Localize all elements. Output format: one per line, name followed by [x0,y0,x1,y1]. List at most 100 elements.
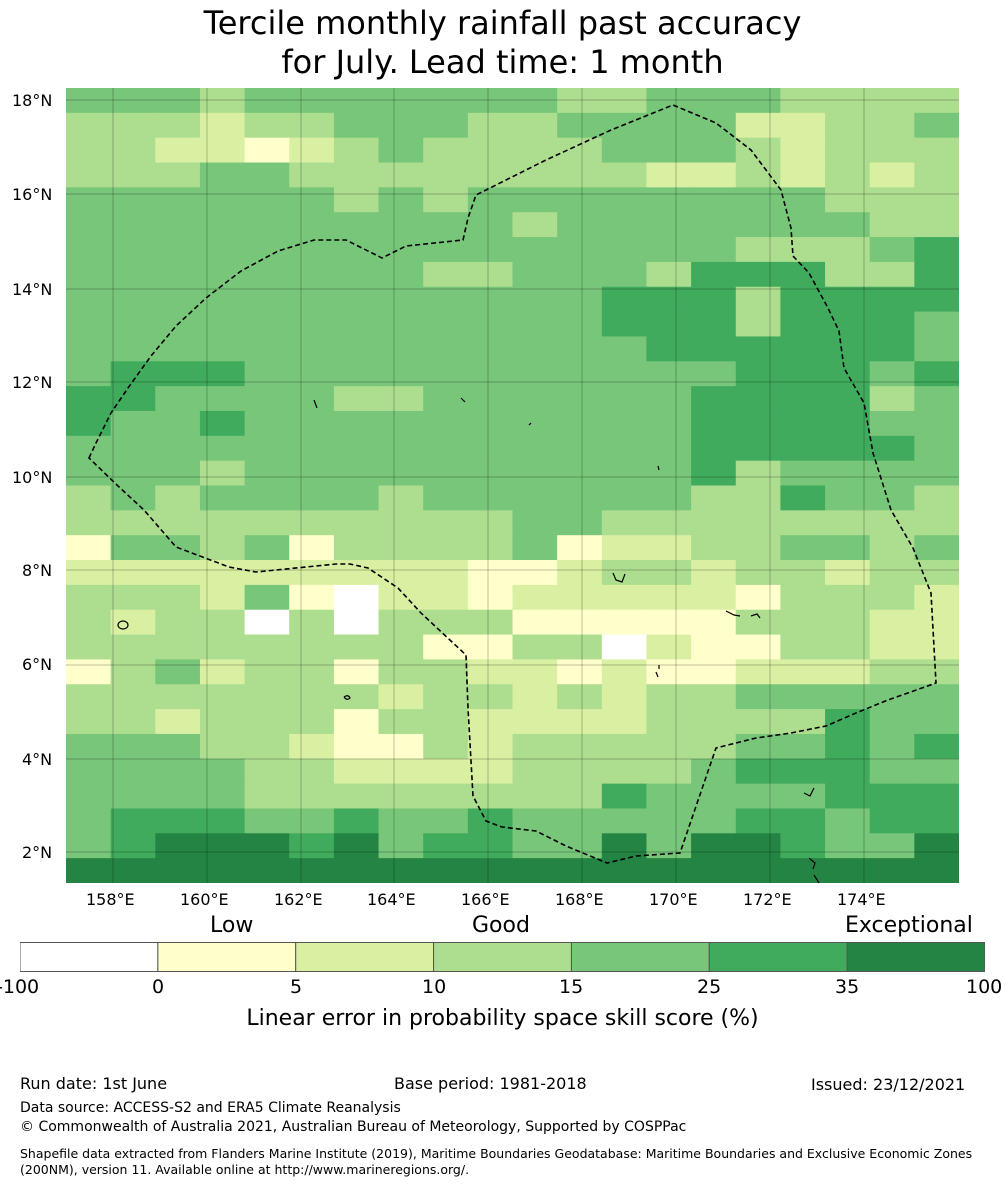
grid-cell [467,659,514,685]
grid-cell [378,758,424,785]
grid-cell [780,758,826,785]
grid-cell [735,460,781,487]
grid-cell [646,485,692,511]
grid-cell [66,237,112,263]
grid-cell [512,833,558,859]
grid-cell [155,783,201,810]
grid-cell [601,261,648,288]
grid-cell [735,137,781,164]
grid-cell [691,609,737,636]
grid-cell [646,733,692,760]
grid-cell [378,858,424,883]
lon-label-170e: 170°E [649,890,698,909]
grid-cell [467,386,514,412]
grid-cell [780,137,826,164]
grid-cell [110,386,156,412]
grid-cell [378,510,424,536]
grid-cell [914,833,959,859]
grid-cell [378,261,424,288]
grid-cell [512,336,558,362]
grid-cell [557,212,603,238]
grid-cell [512,609,558,636]
grid-cell [735,212,781,238]
grid-cell [601,485,648,511]
grid-cell [467,237,514,263]
grid-cell [199,212,246,238]
grid-cell [66,137,112,164]
grid-cell [512,237,558,263]
grid-cell [869,286,915,313]
grid-cell [646,659,692,685]
colorbar-tick: 0 [152,976,165,998]
grid-cell [825,858,871,883]
grid-cell [110,460,156,487]
grid-cell [825,758,871,785]
grid-cell [244,212,290,238]
grid-cell [289,584,335,611]
grid-cell [378,833,424,859]
grid-cell [557,684,603,710]
grid-cell [155,485,201,511]
grid-cell [244,386,290,412]
grid-cell [646,261,692,288]
grid-cell [289,336,335,362]
grid-cell [512,510,558,536]
grid-cell [423,212,469,238]
grid-cell [199,808,246,834]
grid-cell [333,584,380,611]
grid-cell [66,361,112,387]
grid-cell [601,634,648,660]
grid-cell [780,460,826,487]
grid-cell [557,758,603,785]
grid-cell [646,684,692,710]
grid-cell [691,237,737,263]
island-outlines [117,397,820,883]
grid-cell [66,833,112,859]
grid-cell [735,758,781,785]
grid-cell [244,460,290,487]
grid-cell [512,733,558,760]
grid-cell [869,783,915,810]
grid-cell [557,535,603,561]
grid-cell [423,311,469,338]
grid-cell [601,435,648,462]
grid-cell [66,212,112,238]
grid-cell [423,684,469,710]
grid-cell [691,435,737,462]
grid-cell [780,361,826,387]
grid-cell [601,88,648,114]
grid-cell [601,187,648,213]
grid-cell [289,733,335,760]
grid-cell [467,733,514,760]
grid-cell [289,709,335,735]
grid-cell [155,684,201,710]
grid-cell [423,286,469,313]
grid-cell [780,237,826,263]
grid-cell [378,187,424,213]
grid-cell [289,833,335,859]
grid-cell [333,361,380,387]
grid-cell [825,435,871,462]
grid-cell [512,584,558,611]
grid-cell [735,485,781,511]
grid-cell [512,460,558,487]
lon-label-168e: 168°E [555,890,604,909]
grid-cell [646,783,692,810]
grid-cell [691,659,737,685]
grid-cell [244,162,290,188]
grid-cell [155,187,201,213]
grid-cell [869,237,915,263]
grid-cell [244,187,290,213]
grid-cell [914,261,959,288]
grid-cell [735,162,781,188]
grid-cell [557,634,603,660]
grid-cell [557,237,603,263]
grid-cell [467,709,514,735]
eez-boundary [88,104,937,864]
grid-cell [467,88,514,114]
grid-cell [691,808,737,834]
grid-cell [289,609,335,636]
grid-cell [66,535,112,561]
grid-cell [780,808,826,834]
grid-cell [467,560,514,586]
